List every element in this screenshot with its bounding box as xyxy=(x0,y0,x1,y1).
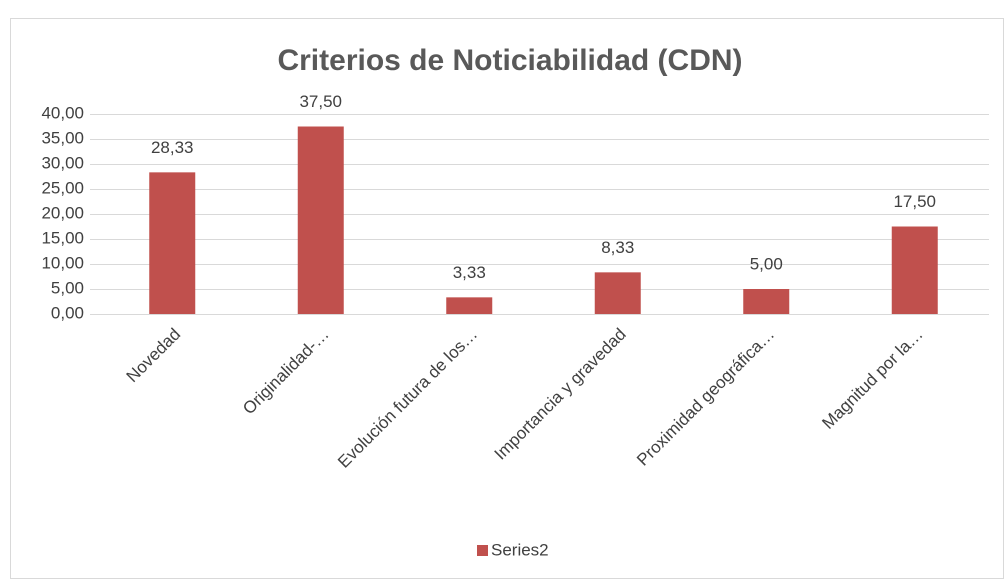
chart-title: Criterios de Noticiabilidad (CDN) xyxy=(277,44,742,77)
y-tick-label: 10,00 xyxy=(41,253,84,272)
y-tick-label: 35,00 xyxy=(41,128,84,147)
y-tick-label: 20,00 xyxy=(41,203,84,222)
bar xyxy=(149,172,196,314)
legend-label: Series2 xyxy=(491,540,549,559)
data-label: 17,50 xyxy=(893,192,936,211)
data-label: 8,33 xyxy=(601,238,634,257)
bar xyxy=(891,226,938,314)
y-tick-label: 30,00 xyxy=(41,153,84,172)
y-tick-label: 15,00 xyxy=(41,228,84,247)
data-label: 37,50 xyxy=(299,92,342,111)
bar xyxy=(743,289,790,314)
bar xyxy=(446,297,493,314)
data-label: 28,33 xyxy=(151,138,194,157)
y-tick-label: 25,00 xyxy=(41,178,84,197)
bar xyxy=(594,272,641,314)
bar xyxy=(297,126,344,314)
y-tick-label: 5,00 xyxy=(51,278,84,297)
y-tick-label: 40,00 xyxy=(41,103,84,122)
legend-swatch xyxy=(477,545,488,556)
data-label: 5,00 xyxy=(750,254,783,273)
y-tick-label: 0,00 xyxy=(51,303,84,322)
data-label: 3,33 xyxy=(453,263,486,282)
